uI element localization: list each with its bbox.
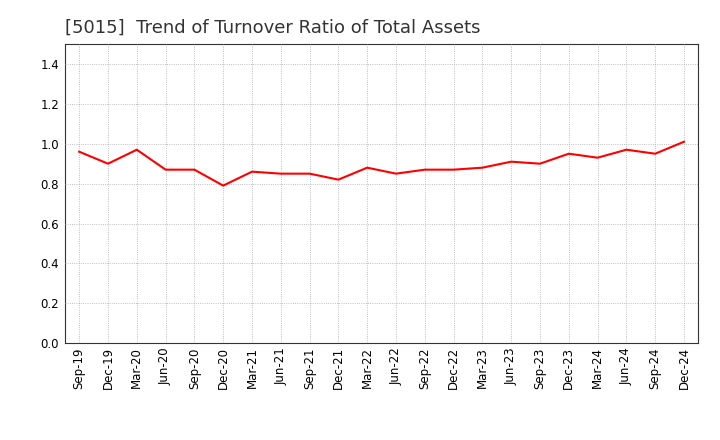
Text: [5015]  Trend of Turnover Ratio of Total Assets: [5015] Trend of Turnover Ratio of Total …: [65, 19, 480, 37]
